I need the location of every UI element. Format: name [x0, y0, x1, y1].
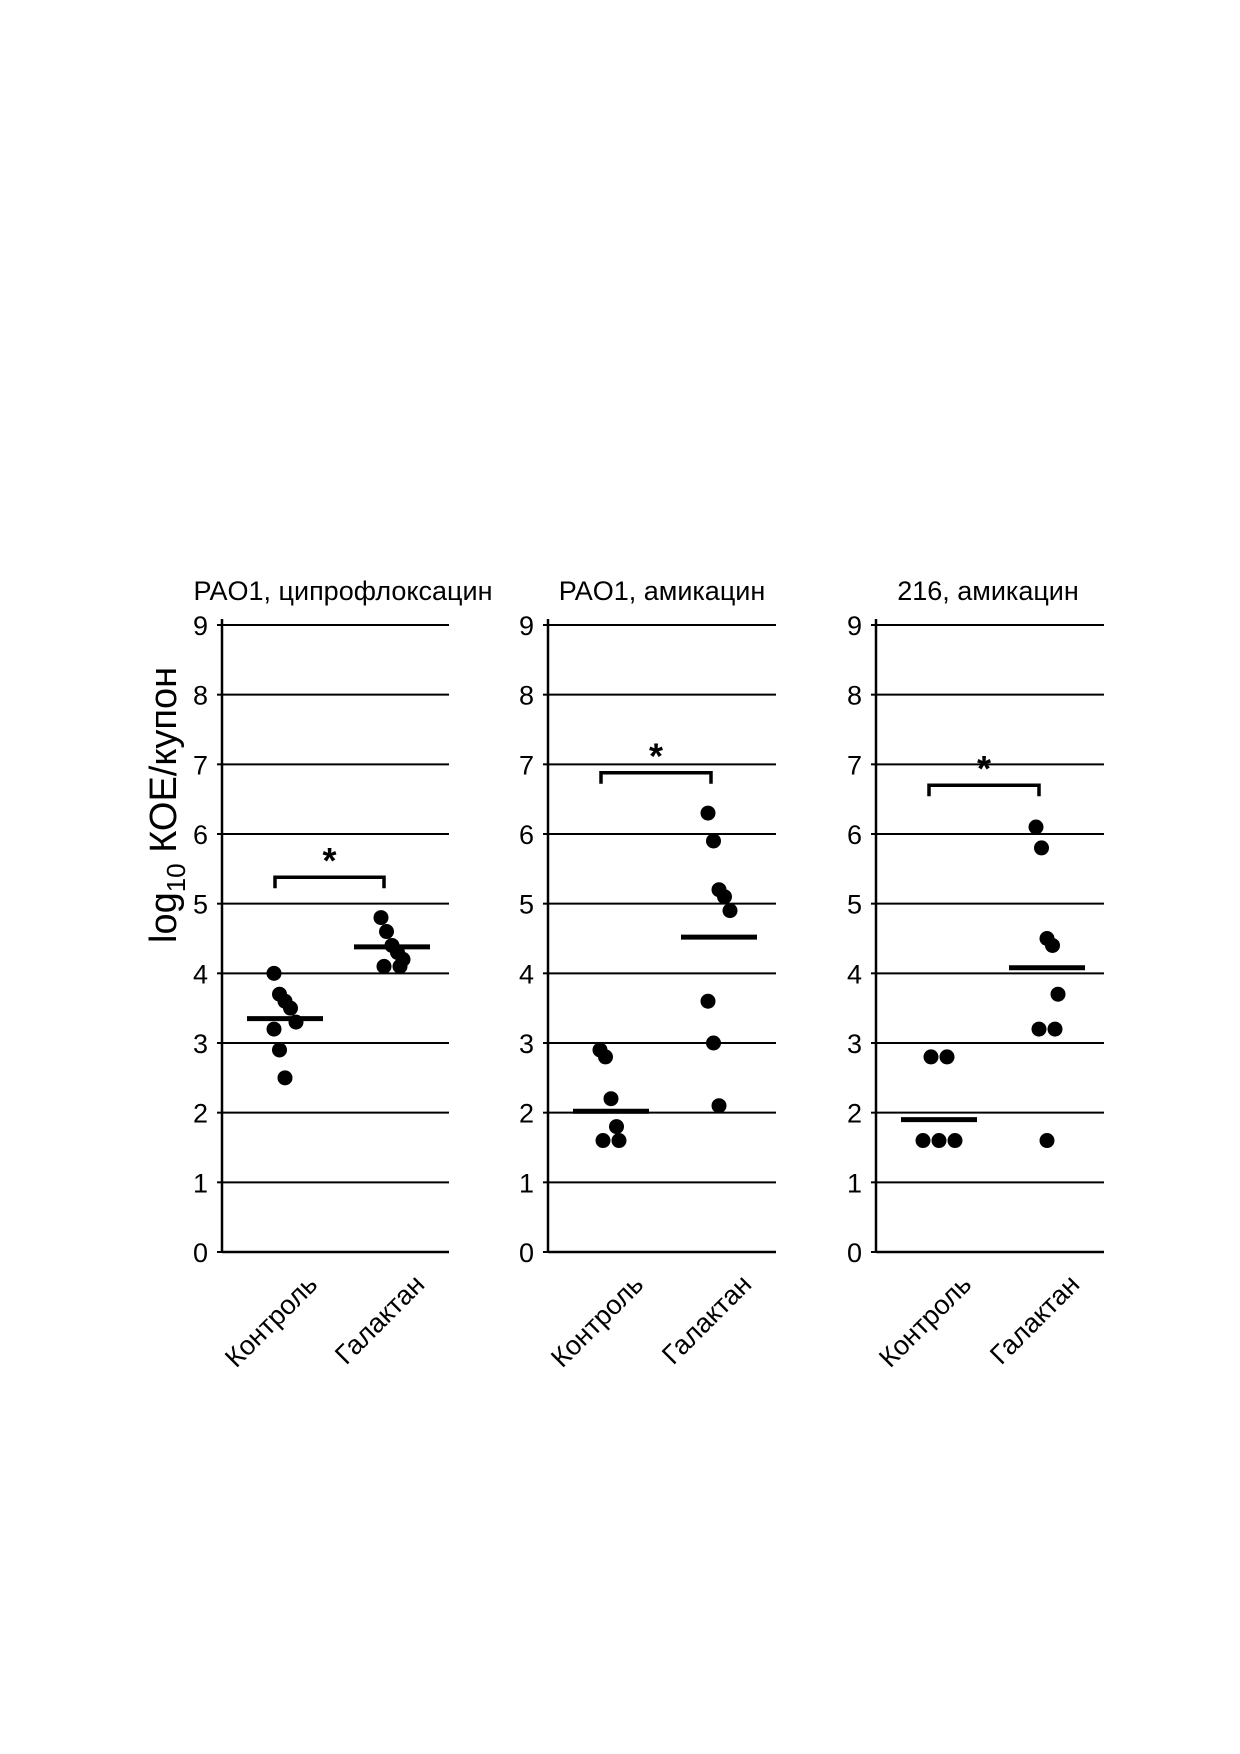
data-point: [603, 1091, 619, 1107]
data-point: [379, 924, 394, 940]
y-tick-label: 0: [847, 1238, 862, 1268]
y-axis-label-prefix: log: [143, 892, 185, 943]
data-point: [717, 889, 732, 905]
significance-bracket: [927, 783, 1041, 797]
data-point: [266, 1021, 282, 1037]
significance-star: *: [322, 840, 336, 881]
significance-bracket: [273, 875, 386, 889]
data-point: [923, 1049, 939, 1065]
data-point: [266, 965, 282, 981]
y-axis-label-subscript: 10: [161, 863, 191, 892]
y-tick-label: 2: [193, 1099, 208, 1129]
x-category-label: Галактан: [984, 1269, 1085, 1370]
x-category-label: Контроль: [219, 1269, 323, 1373]
data-point: [711, 1098, 727, 1114]
panel-3: 216, амикацин 0 1 2 3 4 5 6 7 8 9 Контроль Галактан *: [847, 576, 1104, 1373]
data-point: [611, 1133, 627, 1149]
x-category-label: Контроль: [545, 1269, 649, 1373]
y-tick-label: 4: [519, 959, 534, 989]
y-tick-label: 7: [847, 750, 862, 780]
data-point: [915, 1133, 931, 1149]
data-point: [1031, 1021, 1047, 1037]
y-tick-label: 4: [847, 959, 862, 989]
y-tick-label: 9: [847, 611, 862, 641]
y-tick-label: 9: [519, 611, 534, 641]
data-point: [609, 1119, 624, 1135]
data-point: [706, 1035, 721, 1051]
y-tick-label: 7: [519, 750, 534, 780]
y-tick-label: 2: [519, 1099, 534, 1129]
y-tick-label: 5: [519, 890, 534, 920]
y-tick-label: 7: [193, 750, 208, 780]
y-axis-label: log10 КОЕ/купон: [143, 667, 191, 943]
y-tick-label: 3: [193, 1029, 208, 1059]
data-point: [700, 805, 716, 821]
data-point: [939, 1049, 955, 1065]
y-tick-label: 5: [193, 890, 208, 920]
x-category-label: Галактан: [656, 1269, 757, 1370]
y-tick-label: 5: [847, 890, 862, 920]
x-category-label: Галактан: [329, 1269, 430, 1370]
data-point: [277, 1070, 293, 1086]
y-tick-label: 1: [847, 1168, 862, 1198]
data-point: [722, 903, 738, 919]
significance-star: *: [649, 736, 663, 777]
y-tick-label: 4: [193, 959, 208, 989]
y-tick-label: 9: [193, 611, 208, 641]
significance-bracket: [599, 770, 713, 784]
data-point: [272, 1042, 287, 1058]
data-point: [392, 958, 408, 974]
panel-1: PAO1, ципрофлоксацин 0 1 2 3 4 5 6 7 8 9 Контроль Га…: [193, 576, 493, 1373]
x-category-label: Контроль: [873, 1269, 977, 1373]
data-point: [700, 993, 716, 1009]
y-tick-label: 3: [847, 1029, 862, 1059]
data-point: [1039, 1133, 1055, 1149]
data-point: [1045, 937, 1060, 953]
data-point: [373, 910, 389, 926]
panel-title: 216, амикацин: [897, 576, 1079, 606]
data-point: [376, 958, 392, 974]
panel-title: PAO1, амикацин: [559, 576, 766, 606]
y-tick-label: 6: [519, 820, 534, 850]
data-point: [595, 1133, 611, 1149]
data-point: [1028, 819, 1044, 835]
data-point: [1050, 986, 1066, 1002]
y-tick-label: 1: [519, 1168, 534, 1198]
y-tick-label: 6: [193, 820, 208, 850]
y-tick-label: 1: [193, 1168, 208, 1198]
data-point: [931, 1133, 947, 1149]
significance-star: *: [977, 748, 991, 789]
data-point: [1047, 1021, 1063, 1037]
y-tick-label: 8: [519, 681, 534, 711]
data-point: [947, 1133, 963, 1149]
data-point: [283, 1000, 298, 1016]
y-tick-label: 8: [847, 681, 862, 711]
panel-2: PAO1, амикацин 0 1 2 3 4 5 6 7 8 9 Контроль Галактан…: [519, 576, 776, 1373]
data-point: [1034, 840, 1049, 856]
y-tick-label: 6: [847, 820, 862, 850]
y-axis-label-suffix: КОЕ/купон: [143, 667, 185, 863]
y-tick-label: 0: [519, 1238, 534, 1268]
y-tick-label: 3: [519, 1029, 534, 1059]
panel-title: PAO1, ципрофлоксацин: [193, 576, 492, 606]
y-tick-label: 8: [193, 681, 208, 711]
data-point: [706, 833, 721, 849]
y-tick-label: 0: [193, 1238, 208, 1268]
y-tick-label: 2: [847, 1099, 862, 1129]
data-point: [598, 1049, 613, 1065]
